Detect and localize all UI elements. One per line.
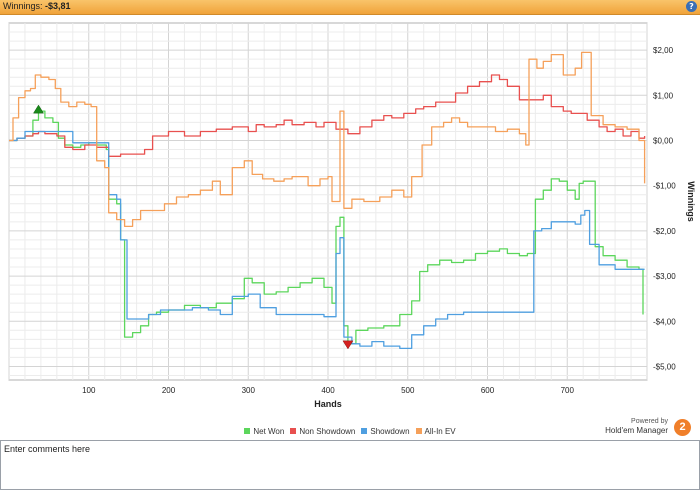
winnings-label: Winnings:: [3, 1, 43, 11]
legend-label: Non Showdown: [299, 427, 356, 436]
x-tick-label: 600: [481, 386, 495, 395]
y-tick-label: $2,00: [653, 46, 674, 55]
product-name: Hold'em Manager: [605, 426, 668, 435]
series-line-all-in-ev: [9, 51, 646, 228]
x-tick-label: 200: [162, 386, 176, 395]
x-tick-label: 100: [82, 386, 96, 395]
extreme-markers: [33, 104, 354, 350]
x-tick-label: 300: [242, 386, 256, 395]
chart-legend: Net Won Non Showdown Showdown All-In EV: [0, 427, 700, 436]
legend-swatch: [244, 428, 251, 434]
x-axis-label: Hands: [314, 399, 342, 409]
legend-label: Net Won: [253, 427, 285, 436]
min-marker-icon: [342, 340, 354, 350]
y-tick-label: $0,00: [653, 136, 674, 145]
x-tick-label: 700: [561, 386, 575, 395]
y-tick-label: $1,00: [653, 91, 674, 100]
comments-input[interactable]: Enter comments here: [0, 440, 700, 490]
grid-lines: [8, 23, 648, 380]
powered-by-branding: Powered by Hold'em Manager 2: [584, 418, 694, 438]
winnings-value: -$3,81: [45, 1, 71, 11]
y-tick-label: -$5,00: [653, 362, 676, 371]
y-tick-label: -$3,00: [653, 272, 676, 281]
y-tick-label: -$2,00: [653, 227, 676, 236]
winnings-summary: Winnings: -$3,81: [3, 1, 71, 11]
max-marker-icon: [33, 104, 44, 114]
legend-item-showdown[interactable]: Showdown: [361, 427, 410, 436]
legend-item-net-won[interactable]: Net Won: [244, 427, 284, 436]
legend-label: All-In EV: [424, 427, 456, 436]
y-axis-label: Winnings: [686, 181, 696, 221]
legend-item-all-in-ev[interactable]: All-In EV: [415, 427, 456, 436]
legend-label: Showdown: [370, 427, 410, 436]
y-tick-label: -$1,00: [653, 182, 676, 191]
series-lines: [9, 51, 646, 350]
y-tick-label: -$4,00: [653, 317, 676, 326]
title-bar: Winnings: -$3,81 ?: [0, 0, 700, 15]
series-line-showdown: [9, 130, 645, 350]
x-tick-label: 400: [321, 386, 335, 395]
legend-swatch: [361, 428, 368, 434]
legend-item-non-showdown[interactable]: Non Showdown: [290, 427, 355, 436]
legend-swatch: [415, 428, 422, 434]
winnings-chart: 100 200 300 400 500 600 700 $2,00 $1,00 $0,00 -$1…: [8, 22, 696, 409]
x-axis-ticks: 100 200 300 400 500 600 700: [82, 386, 574, 395]
y-axis-ticks: $2,00 $1,00 $0,00 -$1,00 -$2,00 -$3,00 -$4,00 -…: [653, 46, 676, 371]
help-icon[interactable]: ?: [686, 1, 697, 12]
legend-swatch: [290, 428, 297, 434]
hm2-logo-icon: 2: [674, 419, 691, 436]
x-tick-label: 500: [401, 386, 415, 395]
powered-by-text: Powered by: [631, 418, 668, 425]
